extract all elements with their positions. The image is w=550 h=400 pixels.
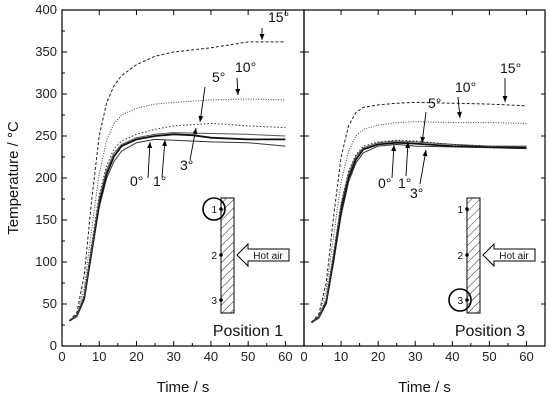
x-axis-label: Time / s: [157, 379, 210, 396]
thermocouple-marker: [219, 253, 223, 257]
highlight-circle: [448, 288, 472, 312]
series-label: 1°: [153, 173, 166, 189]
series-label: 15°: [500, 60, 521, 76]
hot-air-label: Hot air: [253, 251, 283, 262]
annotation-arrowhead: [420, 136, 426, 143]
series-line-2-3: [311, 139, 527, 323]
y-tick-label: 150: [35, 212, 57, 227]
series-line-2-5: [311, 101, 527, 323]
x-tick-label: 50: [482, 349, 496, 364]
thermocouple-marker: [219, 207, 223, 211]
annotation-arrowhead: [391, 145, 397, 152]
y-tick-label: 300: [35, 86, 57, 101]
x-tick-label: 0: [300, 349, 307, 364]
series-line-2-4: [311, 121, 527, 323]
series-line-2-2: [311, 140, 527, 323]
y-tick-label: 0: [50, 338, 57, 353]
annotation-arrowhead: [192, 128, 198, 135]
thermocouple-marker: [465, 298, 469, 302]
marker-label: 1: [457, 205, 463, 216]
annotation-arrowhead: [235, 88, 241, 95]
series-label: 3°: [180, 157, 193, 173]
marker-label: 3: [211, 296, 217, 307]
x-tick-label: 0: [58, 349, 65, 364]
x-tick-label: 10: [334, 349, 348, 364]
marker-label: 2: [211, 251, 217, 262]
annotation-arrowhead: [456, 111, 462, 118]
annotation-arrowhead: [198, 115, 204, 122]
x-tick-label: 40: [445, 349, 459, 364]
y-tick-label: 200: [35, 170, 57, 185]
series-line-1-3: [69, 122, 286, 322]
x-tick-label: 20: [129, 349, 143, 364]
series-label: 0°: [378, 175, 391, 191]
y-tick-label: 50: [43, 296, 57, 311]
y-tick-label: 350: [35, 44, 57, 59]
x-tick-label: 60: [278, 349, 292, 364]
series-label: 3°: [410, 185, 423, 201]
y-axis-label: Temperature / °C: [5, 121, 22, 235]
series-label: 5°: [428, 95, 441, 111]
annotation-arrowhead: [422, 150, 428, 157]
annotation-arrowhead: [162, 140, 168, 147]
highlight-circle: [202, 197, 226, 221]
series-line-1-0: [69, 138, 286, 322]
specimen-block: [466, 197, 481, 314]
series-label: 0°: [130, 173, 143, 189]
series-line-1-1: [68, 133, 286, 322]
panel-title: Position 1: [213, 323, 283, 340]
marker-label: 3: [457, 296, 463, 307]
x-tick-label: 10: [92, 349, 106, 364]
thermocouple-marker: [465, 253, 469, 257]
annotation-arrowhead: [147, 142, 153, 149]
x-tick-label: 20: [371, 349, 385, 364]
thermocouple-marker: [465, 207, 469, 211]
x-tick-label: 40: [204, 349, 218, 364]
x-axis-label: Time / s: [398, 379, 451, 396]
series-line-1-5: [69, 41, 286, 322]
marker-label: 2: [457, 251, 463, 262]
panel-title: Position 3: [455, 323, 525, 340]
thermocouple-marker: [219, 298, 223, 302]
x-tick-label: 30: [166, 349, 180, 364]
y-tick-label: 100: [35, 254, 57, 269]
hot-air-arrow-icon: [236, 242, 290, 268]
series-label: 5°: [212, 69, 225, 85]
x-tick-label: 60: [519, 349, 533, 364]
series-line-1-4: [69, 98, 286, 322]
y-tick-label: 250: [35, 128, 57, 143]
series-label: 1°: [398, 175, 411, 191]
annotation-arrowhead: [502, 96, 508, 102]
hot-air-arrow-icon: [482, 242, 536, 268]
y-tick-label: 400: [35, 2, 57, 17]
x-tick-label: 30: [408, 349, 422, 364]
hot-air-label: Hot air: [499, 251, 529, 262]
annotation-arrowhead: [405, 142, 411, 149]
series-label: 10°: [235, 59, 256, 75]
annotation-arrow: [147, 141, 151, 179]
series-label: 10°: [455, 79, 476, 95]
annotation-arrow: [161, 139, 166, 178]
series-label: 15°: [268, 9, 289, 25]
series-line-2-0: [311, 143, 527, 323]
annotation-arrowhead: [259, 34, 265, 40]
marker-label: 1: [211, 205, 217, 216]
x-tick-label: 50: [241, 349, 255, 364]
